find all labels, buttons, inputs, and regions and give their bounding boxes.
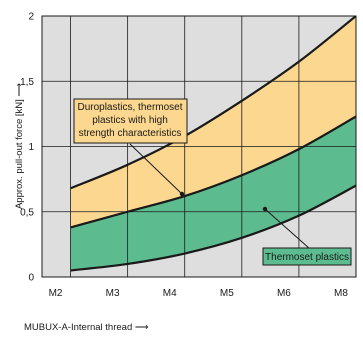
annotation-duroplastics-box xyxy=(73,98,188,144)
y-ticks: 0 0,5 1 1,5 2 xyxy=(20,12,34,284)
annotation-duroplastics-line-3: strength characteristics xyxy=(79,128,182,139)
x-tick-label-M4: M4 xyxy=(163,288,177,299)
curves xyxy=(70,16,356,272)
x-tick-label-M2: M2 xyxy=(49,288,63,299)
x-axis-label: MUBUX-A-Internal thread ⟶ xyxy=(24,322,149,333)
x-ticks: M2 M3 M4 M5 M6 M8 xyxy=(49,288,349,299)
band-duroplastics xyxy=(70,16,356,228)
plot-frame xyxy=(41,15,357,278)
y-tick-label-4: 2 xyxy=(28,12,34,23)
x-tick-label-M3: M3 xyxy=(106,288,120,299)
y-tick-label-3: 1,5 xyxy=(20,77,34,88)
annotation-duroplastics-line-2: plastics with high xyxy=(92,115,168,126)
curve-upper xyxy=(70,16,356,190)
curve-middle xyxy=(70,115,356,229)
y-tick-label-1: 0,5 xyxy=(20,207,34,218)
annotation-thermoset-label: Thermoset plastics xyxy=(265,252,349,263)
annotation-duroplastics-line-1: Duroplastics, thermoset xyxy=(77,102,182,113)
y-tick-label-2: 1 xyxy=(28,142,34,153)
annotation-duroplastics-leader xyxy=(129,143,183,195)
band-thermoset xyxy=(70,116,356,271)
annotation-thermoset: Thermoset plastics xyxy=(262,206,352,266)
annotation-duroplastics-dot xyxy=(179,191,185,197)
x-tick-label-M6: M6 xyxy=(277,288,291,299)
curve-lower xyxy=(70,184,356,272)
y-axis-label: Approx. pull-out force [kN] ⟶ xyxy=(14,83,25,209)
annotation-thermoset-box xyxy=(262,247,352,266)
x-tick-label-M5: M5 xyxy=(220,288,234,299)
x-tick-label-M8: M8 xyxy=(334,288,348,299)
annotation-duroplastics: Duroplastics, thermoset plastics with hi… xyxy=(73,98,188,197)
annotation-thermoset-leader xyxy=(264,208,311,250)
bands xyxy=(70,16,356,271)
annotation-thermoset-dot xyxy=(262,206,268,212)
y-tick-label-0: 0 xyxy=(28,273,34,284)
